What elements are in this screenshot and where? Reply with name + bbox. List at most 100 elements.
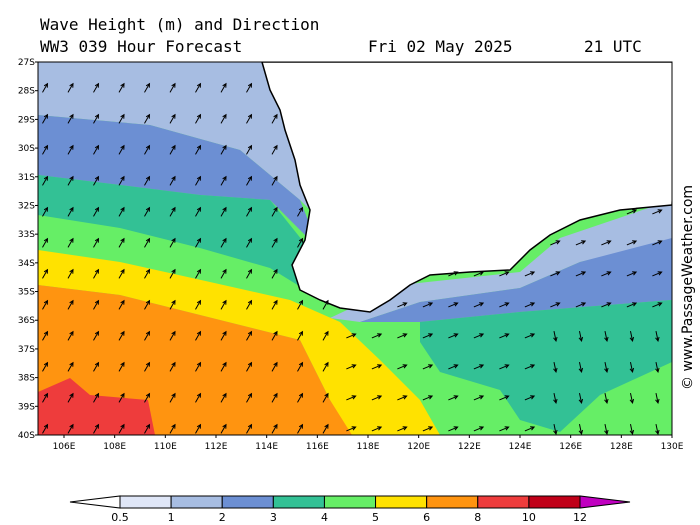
arrow: [271, 392, 278, 403]
arrow: [195, 144, 202, 155]
arrow: [397, 302, 408, 308]
arrows: [42, 82, 663, 435]
arrow: [629, 331, 635, 342]
arrow: [246, 392, 253, 403]
arrow: [655, 362, 660, 373]
arrow: [271, 113, 278, 124]
arrow: [397, 364, 408, 370]
arrow: [118, 113, 125, 124]
arrow: [473, 333, 485, 339]
arrow: [473, 271, 485, 277]
colorbar-label: 4: [321, 511, 328, 524]
colorbar-label: 0.5: [111, 511, 129, 524]
arrow: [220, 299, 227, 310]
arrow: [322, 392, 329, 403]
lon-label: 118E: [357, 442, 380, 452]
arrow: [118, 206, 125, 217]
arrow: [271, 144, 278, 155]
arrow: [601, 271, 612, 277]
arrow: [246, 423, 253, 434]
arrow: [93, 144, 100, 155]
arrow: [371, 333, 383, 339]
region: [420, 300, 672, 432]
arrow: [371, 364, 383, 370]
arrow: [322, 361, 329, 372]
lon-label: 114E: [255, 442, 278, 452]
arrow: [220, 206, 227, 217]
arrow: [397, 426, 408, 432]
arrow: [553, 331, 558, 342]
lon-label: 112E: [205, 442, 228, 452]
arrow: [195, 299, 202, 310]
title: Wave Height (m) and Direction: [40, 15, 319, 34]
arrow: [169, 361, 176, 372]
arrow: [652, 271, 663, 277]
arrow: [601, 240, 612, 246]
arrow: [397, 395, 408, 401]
arrow: [195, 392, 202, 403]
colorbar-box: [170, 495, 223, 509]
arrow: [144, 268, 151, 279]
model: WW3 039 Hour Forecast: [40, 37, 242, 56]
arrow: [93, 113, 100, 124]
arrow: [93, 423, 100, 434]
arrow: [169, 330, 176, 341]
arrow: [93, 82, 100, 93]
arrow: [144, 361, 151, 372]
arrow: [604, 424, 609, 435]
colorbar-label: 2: [219, 511, 226, 524]
arrow: [118, 144, 125, 155]
lon-label: 126E: [559, 442, 582, 452]
arrow: [67, 423, 74, 434]
arrow: [169, 144, 176, 155]
arrow: [473, 364, 485, 370]
arrow: [220, 330, 227, 341]
colorbar-label: 5: [372, 511, 379, 524]
arrow: [144, 392, 151, 403]
arrow: [195, 268, 202, 279]
arrow: [118, 361, 125, 372]
time: 21 UTC: [584, 37, 642, 56]
arrow: [297, 237, 304, 248]
arrow: [575, 271, 587, 277]
arrow: [346, 426, 357, 432]
colorbar-box: [221, 495, 274, 509]
arrow: [271, 361, 278, 372]
arrow: [422, 333, 434, 339]
arrow: [371, 395, 383, 401]
arrow: [524, 302, 536, 308]
arrow: [169, 206, 176, 217]
arrow: [169, 423, 176, 434]
region: [38, 378, 155, 435]
arrow: [93, 392, 100, 403]
arrow: [220, 268, 227, 279]
arrow: [626, 209, 638, 215]
arrow: [118, 299, 125, 310]
arrow: [42, 361, 49, 372]
lat-label: 37S: [18, 345, 35, 355]
colorbar-box: [375, 495, 428, 509]
arrow: [195, 206, 202, 217]
arrow: [578, 424, 584, 435]
arrow: [271, 423, 278, 434]
arrow: [144, 144, 151, 155]
arrow: [220, 392, 227, 403]
arrow: [42, 268, 49, 279]
lat-label: 32S: [18, 201, 35, 211]
arrow: [448, 302, 459, 308]
arrow: [220, 144, 227, 155]
arrow: [93, 268, 100, 279]
arrow: [169, 237, 176, 248]
arrow: [246, 330, 253, 341]
arrow: [629, 362, 635, 373]
arrow: [118, 423, 125, 434]
map-field: [38, 62, 672, 435]
lat-label: 35S: [18, 288, 35, 298]
arrow: [169, 113, 176, 124]
arrow: [499, 333, 510, 339]
arrow: [271, 299, 278, 310]
lat-label: 28S: [18, 87, 35, 97]
arrow: [67, 113, 74, 124]
map-frame: [37, 61, 673, 436]
arrow: [422, 426, 434, 432]
